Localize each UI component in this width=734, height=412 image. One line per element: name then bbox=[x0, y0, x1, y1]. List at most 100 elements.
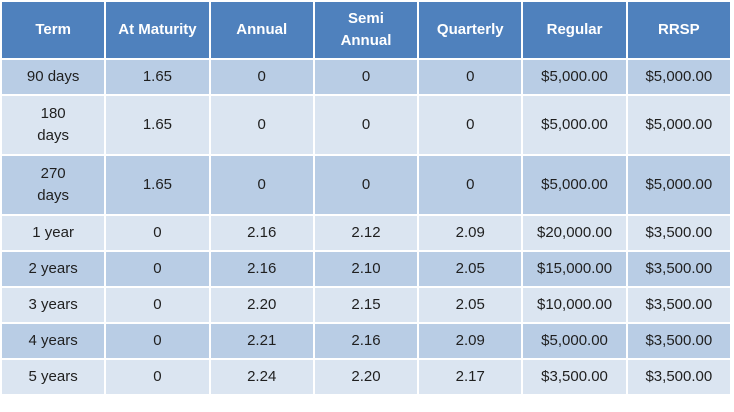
rate-table: Term At Maturity Annual Semi Annual Quarterl… bbox=[0, 0, 733, 396]
header-row: Term At Maturity Annual Semi Annual Quarterl… bbox=[0, 0, 733, 60]
value-cell: 0 bbox=[104, 250, 211, 288]
value-cell-text: 0 bbox=[257, 116, 266, 133]
value-cell-text: $5,000.00 bbox=[541, 332, 608, 349]
header-cell-text: Regular bbox=[546, 21, 603, 38]
value-cell-text: 2.16 bbox=[351, 332, 381, 349]
value-cell: $3,500.00 bbox=[625, 286, 733, 324]
header-cell-text: RRSP bbox=[658, 21, 700, 38]
value-cell-text: 2.10 bbox=[351, 260, 381, 277]
value-cell: 2.05 bbox=[417, 250, 524, 288]
value-cell: 0 bbox=[208, 94, 315, 156]
value-cell: $5,000.00 bbox=[625, 94, 733, 156]
table-body: 90 days 1.65 0 0 0 $5,000.00 $5,000.00 180 days… bbox=[0, 58, 733, 396]
value-cell-text: $5,000.00 bbox=[541, 116, 608, 133]
value-cell-text: 2.12 bbox=[351, 224, 381, 241]
header-cell: Quarterly bbox=[417, 0, 524, 60]
value-cell: $5,000.00 bbox=[521, 58, 628, 96]
table-row: 2 years 0 2.16 2.10 2.05 $15,000.00 $3,500.00 bbox=[0, 250, 733, 288]
value-cell: 0 bbox=[104, 214, 211, 252]
value-cell-text: $10,000.00 bbox=[537, 296, 613, 313]
header-cell: Semi Annual bbox=[312, 0, 420, 60]
term-cell: 1 year bbox=[0, 214, 107, 252]
header-cell-text: At Maturity bbox=[118, 21, 197, 38]
table-row: 1 year 0 2.16 2.12 2.09 $20,000.00 $3,500.00 bbox=[0, 214, 733, 252]
value-cell-text: $5,000.00 bbox=[541, 176, 608, 193]
value-cell-text: $15,000.00 bbox=[537, 260, 613, 277]
value-cell: 0 bbox=[417, 154, 524, 216]
value-cell-text: $3,500.00 bbox=[645, 368, 713, 385]
value-cell: 0 bbox=[417, 58, 524, 96]
value-cell: 2.21 bbox=[208, 322, 315, 360]
value-cell-text: $5,000.00 bbox=[645, 116, 713, 133]
value-cell-text: 0 bbox=[361, 116, 371, 133]
value-cell-text: 2.15 bbox=[351, 296, 381, 313]
value-cell-text: 0 bbox=[257, 68, 266, 85]
value-cell-text: 1.65 bbox=[142, 116, 173, 133]
value-cell: 2.09 bbox=[417, 214, 524, 252]
value-cell: 0 bbox=[312, 58, 420, 96]
header-cell: RRSP bbox=[625, 0, 733, 60]
term-cell-text: 270 days bbox=[37, 165, 69, 204]
value-cell-text: 0 bbox=[153, 368, 162, 385]
value-cell-text: 0 bbox=[257, 176, 266, 193]
value-cell: $5,000.00 bbox=[521, 94, 628, 156]
term-cell: 90 days bbox=[0, 58, 107, 96]
value-cell-text: 2.09 bbox=[455, 332, 485, 349]
value-cell: 2.09 bbox=[417, 322, 524, 360]
value-cell-text: $3,500.00 bbox=[645, 224, 713, 241]
value-cell: 2.24 bbox=[208, 358, 315, 396]
value-cell: 2.16 bbox=[312, 322, 420, 360]
value-cell: $5,000.00 bbox=[625, 154, 733, 216]
table-row: 3 years 0 2.20 2.15 2.05 $10,000.00 $3,500.00 bbox=[0, 286, 733, 324]
value-cell-text: 2.09 bbox=[455, 224, 485, 241]
table-row: 270 days 1.65 0 0 0 $5,000.00 $5,000.00 bbox=[0, 154, 733, 216]
value-cell-text: 0 bbox=[466, 116, 475, 133]
term-cell-text: 3 years bbox=[28, 296, 78, 313]
value-cell: 1.65 bbox=[104, 58, 211, 96]
value-cell: 0 bbox=[312, 154, 420, 216]
value-cell: 2.05 bbox=[417, 286, 524, 324]
term-cell-text: 2 years bbox=[28, 260, 78, 277]
value-cell-text: 0 bbox=[361, 176, 371, 193]
value-cell-text: 1.65 bbox=[142, 68, 173, 85]
value-cell-text: $3,500.00 bbox=[645, 332, 713, 349]
value-cell-text: 0 bbox=[466, 176, 475, 193]
table-row: 180 days 1.65 0 0 0 $5,000.00 $5,000.00 bbox=[0, 94, 733, 156]
value-cell-text: 2.05 bbox=[455, 296, 485, 313]
value-cell-text: 2.16 bbox=[247, 260, 277, 277]
value-cell: $3,500.00 bbox=[625, 250, 733, 288]
value-cell-text: $5,000.00 bbox=[645, 68, 713, 85]
value-cell: 0 bbox=[417, 94, 524, 156]
value-cell: 0 bbox=[208, 58, 315, 96]
value-cell: $3,500.00 bbox=[625, 358, 733, 396]
value-cell-text: 2.21 bbox=[247, 332, 277, 349]
term-cell: 5 years bbox=[0, 358, 107, 396]
value-cell-text: 0 bbox=[153, 296, 162, 313]
header-cell: Annual bbox=[208, 0, 315, 60]
value-cell: 2.16 bbox=[208, 250, 315, 288]
header-cell-text: Term bbox=[35, 21, 71, 38]
table-row: 5 years 0 2.24 2.20 2.17 $3,500.00 $3,500.00 bbox=[0, 358, 733, 396]
header-cell: Regular bbox=[521, 0, 628, 60]
value-cell-text: 0 bbox=[153, 224, 162, 241]
value-cell: 1.65 bbox=[104, 154, 211, 216]
term-cell-text: 5 years bbox=[28, 368, 78, 385]
value-cell: $3,500.00 bbox=[521, 358, 628, 396]
value-cell: $5,000.00 bbox=[521, 322, 628, 360]
term-cell: 4 years bbox=[0, 322, 107, 360]
header-cell: At Maturity bbox=[104, 0, 211, 60]
value-cell-text: 2.16 bbox=[247, 224, 277, 241]
value-cell-text: 2.17 bbox=[455, 368, 485, 385]
value-cell: $5,000.00 bbox=[521, 154, 628, 216]
header-cell-text: Quarterly bbox=[436, 21, 504, 38]
value-cell-text: 2.20 bbox=[247, 296, 277, 313]
term-cell-text: 4 years bbox=[28, 332, 78, 349]
value-cell-text: 1.65 bbox=[142, 176, 173, 193]
term-cell: 3 years bbox=[0, 286, 107, 324]
value-cell: 2.16 bbox=[208, 214, 315, 252]
value-cell: 2.12 bbox=[312, 214, 420, 252]
value-cell-text: 2.05 bbox=[455, 260, 485, 277]
header-cell-text: Semi Annual bbox=[340, 10, 392, 49]
value-cell-text: $20,000.00 bbox=[537, 224, 613, 241]
